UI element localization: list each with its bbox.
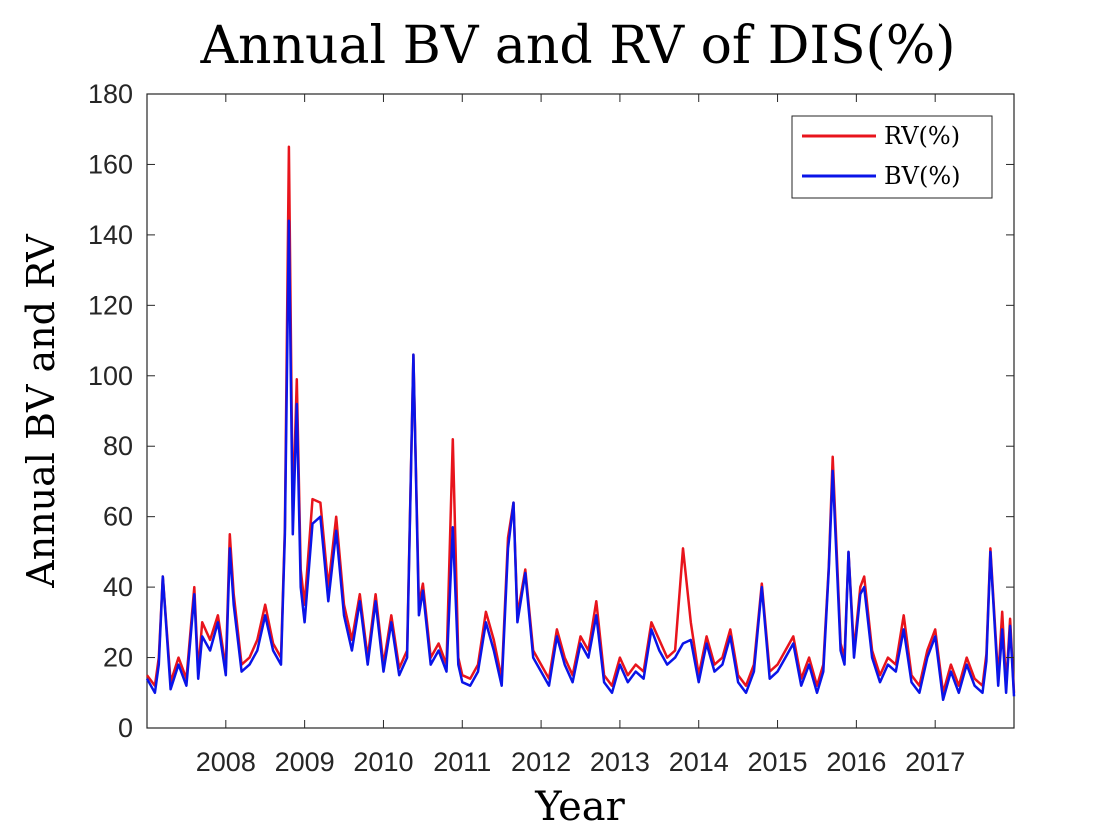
y-tick-label-180: 180 bbox=[88, 79, 133, 109]
y-tick-label-40: 40 bbox=[103, 572, 133, 602]
y-tick-label-120: 120 bbox=[88, 290, 133, 320]
y-axis: 0 20 40 60 80 100 120 140 160 180 bbox=[88, 79, 1014, 743]
y-tick-label-60: 60 bbox=[103, 502, 133, 532]
x-tick-label-2013: 2013 bbox=[590, 747, 650, 777]
y-tick-label-140: 140 bbox=[88, 220, 133, 250]
series-layer bbox=[145, 145, 1016, 702]
legend-label-rv: RV(%) bbox=[884, 122, 960, 150]
x-axis-label: Year bbox=[534, 784, 625, 830]
y-tick-label-160: 160 bbox=[88, 149, 133, 179]
y-tick-label-80: 80 bbox=[103, 431, 133, 461]
legend-label-bv: BV(%) bbox=[884, 162, 961, 190]
legend-box bbox=[791, 115, 993, 199]
x-tick-label-2010: 2010 bbox=[353, 747, 413, 777]
x-tick-label-2017: 2017 bbox=[905, 747, 965, 777]
x-tick-label-2014: 2014 bbox=[669, 747, 729, 777]
legend: RV(%) BV(%) bbox=[791, 115, 993, 199]
y-tick-label-100: 100 bbox=[88, 361, 133, 391]
x-tick-label-2015: 2015 bbox=[748, 747, 808, 777]
series-line-bv bbox=[145, 219, 1016, 702]
x-tick-label-2008: 2008 bbox=[196, 747, 256, 777]
y-tick-label-0: 0 bbox=[118, 713, 133, 743]
y-tick-label-20: 20 bbox=[103, 643, 133, 673]
x-tick-label-2012: 2012 bbox=[511, 747, 571, 777]
y-axis-label: Annual BV and RV bbox=[19, 234, 63, 589]
chart-title: Annual BV and RV of DIS(%) bbox=[199, 16, 955, 76]
x-axis: 2008 2009 2010 2011 2012 2013 2014 2015 2016 2017 bbox=[196, 94, 965, 777]
x-tick-label-2016: 2016 bbox=[826, 747, 886, 777]
x-tick-label-2009: 2009 bbox=[275, 747, 335, 777]
x-tick-label-2011: 2011 bbox=[433, 747, 491, 777]
